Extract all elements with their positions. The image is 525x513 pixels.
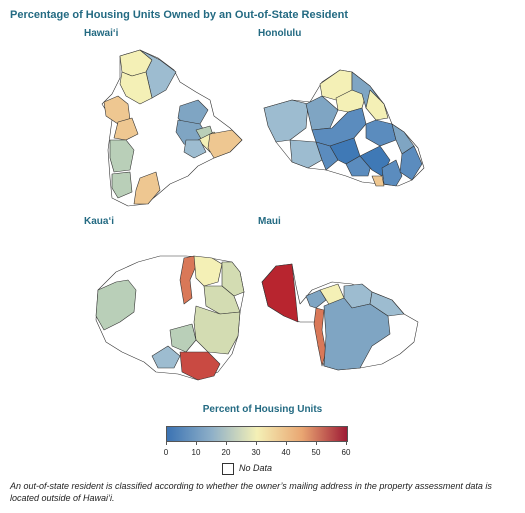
panel-label-maui: Maui — [258, 216, 281, 227]
legend-tick-label: 40 — [281, 448, 291, 457]
region-puna — [207, 129, 243, 159]
region-lahaina — [261, 263, 299, 323]
region-kihei — [313, 307, 327, 367]
region-kona-north — [113, 117, 139, 141]
legend-tickmark — [316, 441, 317, 445]
region-waimea-kauai — [95, 279, 137, 331]
region-waianae — [263, 99, 309, 143]
panel-label-hawaii: Hawai‘i — [84, 28, 119, 39]
map-title: Percentage of Housing Units Owned by an … — [10, 9, 348, 21]
legend-tickmark — [256, 441, 257, 445]
region-koloa — [179, 351, 221, 381]
legend-tickmark — [196, 441, 197, 445]
legend-title: Percent of Housing Units — [202, 404, 323, 415]
region-hanalei — [193, 255, 223, 287]
no-data-label: No Data — [239, 463, 273, 473]
region-koloa-west — [151, 345, 181, 369]
panel-label-honolulu: Honolulu — [258, 28, 302, 39]
region-kona — [109, 139, 135, 173]
region-koolauloa — [365, 89, 389, 121]
no-data-swatch — [222, 463, 234, 475]
legend-tick-label: 50 — [311, 448, 321, 457]
legend-tickmark — [226, 441, 227, 445]
region-wailuku-north — [305, 289, 327, 309]
legend-tick-label: 10 — [191, 448, 201, 457]
legend-color-bar — [166, 426, 348, 442]
honolulu-island-map — [263, 69, 425, 187]
region-hamakua — [139, 49, 177, 99]
region-kalaheo — [169, 323, 197, 353]
region-upcountry — [323, 297, 391, 371]
legend-tick-label: 20 — [221, 448, 231, 457]
legend-tickmark — [346, 441, 347, 445]
legend-tickmark — [286, 441, 287, 445]
region-waikiki — [371, 175, 385, 187]
region-haiku — [369, 291, 405, 317]
region-hawaii-kai — [399, 145, 423, 181]
region-waimea — [119, 71, 153, 105]
region-kau-west — [111, 171, 133, 199]
legend-tick-label: 60 — [341, 448, 351, 457]
legend-tickmark — [166, 441, 167, 445]
region-mililani — [305, 95, 339, 131]
maui-island-map — [261, 263, 419, 371]
region-keaau — [183, 139, 207, 159]
region-ewa — [289, 139, 323, 169]
legend-tick-label: 0 — [163, 448, 169, 457]
panel-label-kauai: Kaua‘i — [84, 216, 115, 227]
region-kau — [133, 171, 161, 205]
region-lihue — [193, 305, 241, 355]
footnote: An out-of-state resident is classified a… — [10, 481, 492, 503]
legend-tick-label: 30 — [251, 448, 261, 457]
hawaii-island-map — [101, 49, 243, 207]
region-manoa — [381, 159, 403, 187]
region-pearl-city — [315, 141, 339, 171]
kauai-island-map — [95, 255, 245, 381]
